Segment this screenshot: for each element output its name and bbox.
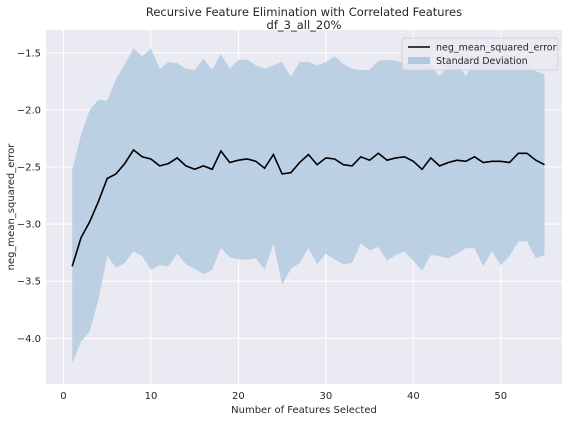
series-line-neg-mean-squared-error [71,148,545,267]
legend-label-standard-deviation: Standard Deviation [436,56,528,67]
y-axis-label: neg_mean_squared_error [6,143,17,271]
y-tick-label: −4.0 [17,334,41,345]
x-tick-label: 30 [319,391,332,402]
y-tick-label: −2.0 [17,105,41,116]
y-tick-labels: −4.0 −3.5 −3.0 −2.5 −2.0 −1.5 [17,48,41,344]
x-tick-labels: 0 10 20 30 40 50 [60,391,507,402]
x-tick-label: 40 [407,391,420,402]
legend-box [401,37,559,71]
x-axis-label: Number of Features Selected [231,405,377,416]
y-tick-label: −2.5 [17,163,41,174]
y-tick-label: −3.5 [17,277,41,288]
x-tick-label: 10 [145,391,158,402]
legend-label-neg-mean-squared-error: neg_mean_squared_error [436,43,557,54]
x-tick-label: 50 [494,391,507,402]
x-tick-label: 0 [60,391,66,402]
y-tick-label: −3.0 [17,220,41,231]
legend: neg_mean_squared_error Standard Deviatio… [401,37,559,71]
x-tick-label: 20 [232,391,245,402]
standard-deviation-band [72,48,545,364]
chart-subtitle: df_3_all_20% [267,18,342,32]
legend-band-swatch [408,57,430,64]
y-tick-label: −1.5 [17,48,41,59]
chart-title: Recursive Feature Elimination with Corre… [146,5,462,19]
